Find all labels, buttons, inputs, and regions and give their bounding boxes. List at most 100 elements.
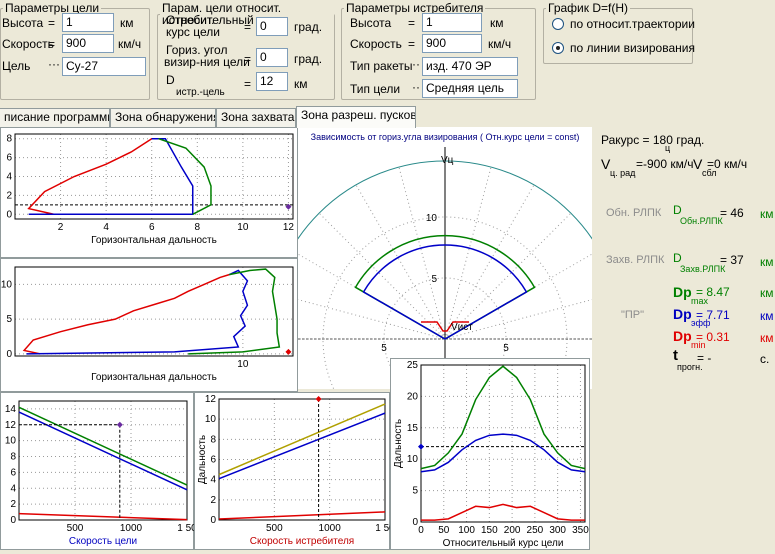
series-line-2 <box>421 503 585 521</box>
dpmin-sym: Dp <box>673 328 692 344</box>
tab-program-description[interactable]: писание программы <box>0 108 110 127</box>
target-altitude-label: Высота <box>2 16 44 30</box>
zone-side-view-1-chart: 2 4 6 8 10 12 0 2 4 6 8 Горизонтальная дальность <box>6 133 295 246</box>
zahv-value: = 37 <box>720 253 744 267</box>
zahv-unit: км <box>760 255 774 269</box>
relative-course-panel: 0 50 100 150 200 250 300 350 0 5 10 15 20 25 Относител… <box>390 358 590 550</box>
target-speed-chart: 500 1000 1 50 0 2 4 6 8 10 12 14 Скорость цели <box>5 400 197 547</box>
target-type-label: Цель <box>2 59 31 73</box>
y-tick-label: 10 <box>1 279 12 290</box>
dpmin-value: = 0.31 <box>696 330 730 344</box>
v-closing-value: =0 км/ч <box>707 157 748 171</box>
zone-side-view-2-panel: 10 0 5 10 Горизонтальная дальность <box>0 258 298 392</box>
ellipsis-sign: ··· <box>48 57 60 71</box>
obn-sub: Обн.РЛПК <box>680 216 723 226</box>
rel-course-field[interactable]: 0 <box>256 17 288 36</box>
dpeff-value: = 7.71 <box>696 308 730 322</box>
t-sym: t <box>673 347 678 364</box>
target-class-field[interactable]: Средняя цель <box>422 79 518 98</box>
zone-top-view-chart: Зависимость от гориз.угла визирования ( … <box>266 132 624 518</box>
launch-sector-min <box>421 321 469 332</box>
y-tick-label: 12 <box>205 394 217 405</box>
axis-bottom-label: Vист <box>451 322 473 333</box>
zahv-sym: D <box>673 251 682 265</box>
x-tick-label: 8 <box>195 222 201 233</box>
hangle-field[interactable]: 0 <box>256 48 288 67</box>
current-point-marker <box>116 421 123 428</box>
target-aircraft-field[interactable]: Су-27 <box>62 57 146 76</box>
y-tick-label: 6 <box>210 455 216 466</box>
fighter-altitude-field[interactable]: 1 <box>422 13 482 32</box>
y-tick-label: 0 <box>10 515 16 526</box>
radio-relative-trajectory[interactable] <box>552 18 564 30</box>
v-target-label: V <box>601 156 611 172</box>
y-tick-label: 8 <box>10 452 16 463</box>
radial-tick: 10 <box>426 213 438 224</box>
t-value: = - <box>697 351 712 365</box>
hangle-label-2: визир-ния цели <box>164 55 250 69</box>
equals-sign: = <box>48 37 56 51</box>
dpmin-sub: min <box>691 340 706 350</box>
bearing-ray <box>398 166 446 340</box>
equals-sign: = <box>244 52 252 66</box>
target-speed-field[interactable]: 900 <box>62 34 114 53</box>
ellipsis-sign: ·· <box>412 80 420 94</box>
dpmax-sym: Dp <box>673 284 692 300</box>
x-tick-label: 150 <box>481 525 498 536</box>
y-tick-label: 14 <box>5 404 17 415</box>
series-line-1 <box>18 411 188 491</box>
plot-frame <box>14 266 294 357</box>
y-tick-label: 2 <box>210 495 216 506</box>
target-speed-unit: км/ч <box>118 37 142 51</box>
x-axis-label: Горизонтальная дальность <box>91 372 217 383</box>
fighter-speed-chart: 500 1000 1 50 0 2 4 6 8 10 12 Скорость истребителя… <box>197 394 395 547</box>
rel-course-label-1: Относительный <box>166 13 254 27</box>
target-speed-panel: 500 1000 1 50 0 2 4 6 8 10 12 14 Скорость цели <box>0 392 197 550</box>
x-tick-label: 12 <box>283 222 295 233</box>
fighter-altitude-unit: км <box>490 16 504 30</box>
v-target-sub: ц. рад <box>610 168 636 178</box>
bearing-ray <box>444 166 492 340</box>
launch-sector-eff <box>362 244 528 340</box>
missile-type-field[interactable]: изд. 470 ЭР <box>422 57 518 76</box>
bearing-ray <box>355 184 446 340</box>
tab-detection-zone[interactable]: Зона обнаружения <box>110 108 216 127</box>
radio-relative-trajectory-label[interactable]: по относит.траектории <box>570 17 695 31</box>
radial-tick: 5 <box>431 274 437 285</box>
plot-frame <box>420 364 586 523</box>
y-tick-label: 0 <box>412 517 418 528</box>
plot-frame <box>18 400 188 521</box>
series-line-2 <box>218 511 386 520</box>
y-tick-label: 5 <box>6 314 12 325</box>
tab-capture-zone[interactable]: Зона захвата <box>216 108 296 127</box>
x-tick-label: 200 <box>504 525 521 536</box>
v-closing-label: V <box>693 156 703 172</box>
x-tick-label: 1 50 <box>375 523 391 534</box>
dpmin-unit: км <box>760 331 774 345</box>
x-axis-label: Горизонтальная дальность <box>91 235 217 246</box>
dpeff-sym: Dp <box>673 306 692 322</box>
zahv-label: Захв. РЛПК <box>606 254 665 266</box>
bearing-ray <box>318 212 446 340</box>
x-tick-label: 1000 <box>120 523 143 534</box>
x-tick-label: 10 <box>237 222 249 233</box>
radio-line-of-sight-label[interactable]: по линии визирования <box>570 41 695 55</box>
fighter-target-distance-field[interactable]: 12 <box>256 72 288 91</box>
y-tick-label: 2 <box>10 499 16 510</box>
fighter-speed-panel: 500 1000 1 50 0 2 4 6 8 10 12 Скорость истребителя… <box>194 392 395 550</box>
fighter-speed-field[interactable]: 900 <box>422 34 482 53</box>
tab-launch-zone[interactable]: Зона разреш. пусков <box>296 106 416 128</box>
fighter-altitude-label: Высота <box>350 16 392 30</box>
obn-value: = 46 <box>720 206 744 220</box>
series-line-1 <box>28 137 194 216</box>
fighter-params-legend: Параметры истребителя <box>346 1 484 15</box>
series-line-0 <box>18 406 188 486</box>
target-altitude-field[interactable]: 1 <box>62 13 114 32</box>
dpmax-unit: км <box>760 286 774 300</box>
target-speed-label: Скорость <box>2 37 54 51</box>
y-tick-label: 8 <box>210 434 216 445</box>
y-tick-label: 8 <box>6 134 12 145</box>
v-target-value: =-900 км/ч <box>636 157 694 171</box>
current-point-marker <box>418 443 424 450</box>
radio-line-of-sight[interactable] <box>552 42 564 54</box>
